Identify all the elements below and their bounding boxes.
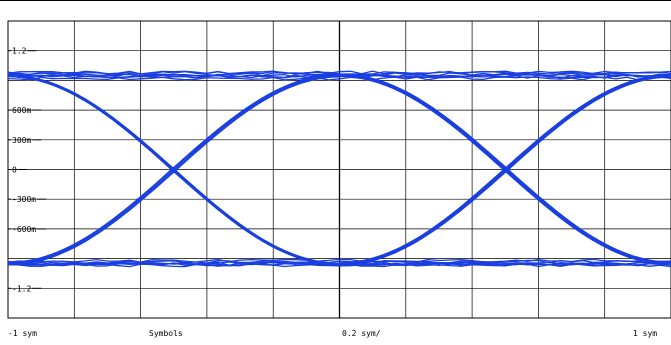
eye-trace-5 [339,75,671,266]
eye-trace-3 [7,74,340,265]
y-tick-label: -300m [12,195,36,204]
eye-trace-1 [7,262,671,267]
eye-traces [7,70,671,268]
grid [8,21,671,318]
y-tick-label: -600m [12,225,36,234]
x-scale-label: 0.2 sym/ [342,329,381,338]
x-start-label: -1 sym [8,329,37,338]
eye-trace-5 [339,75,671,265]
eye-trace-0 [7,70,671,75]
eye-trace-4 [339,73,671,263]
eye-trace-1 [7,259,671,264]
y-tick-label: 600m [12,106,31,115]
x-axis-label: Symbols [149,329,183,338]
eye-trace-3 [7,76,340,266]
x-end-label: 1 sym [633,329,657,338]
y-tick-labels: 1.2 600m 300m 0 -300m -600m -1.2 [8,47,47,293]
y-tick-label: -1.2 [12,284,31,293]
eye-trace-3 [7,74,340,264]
y-tick-label: 300m [12,136,31,145]
y-tick-label: 1.2 [12,47,27,56]
eye-trace-5 [339,74,671,264]
y-tick-label: 0 [12,166,17,175]
